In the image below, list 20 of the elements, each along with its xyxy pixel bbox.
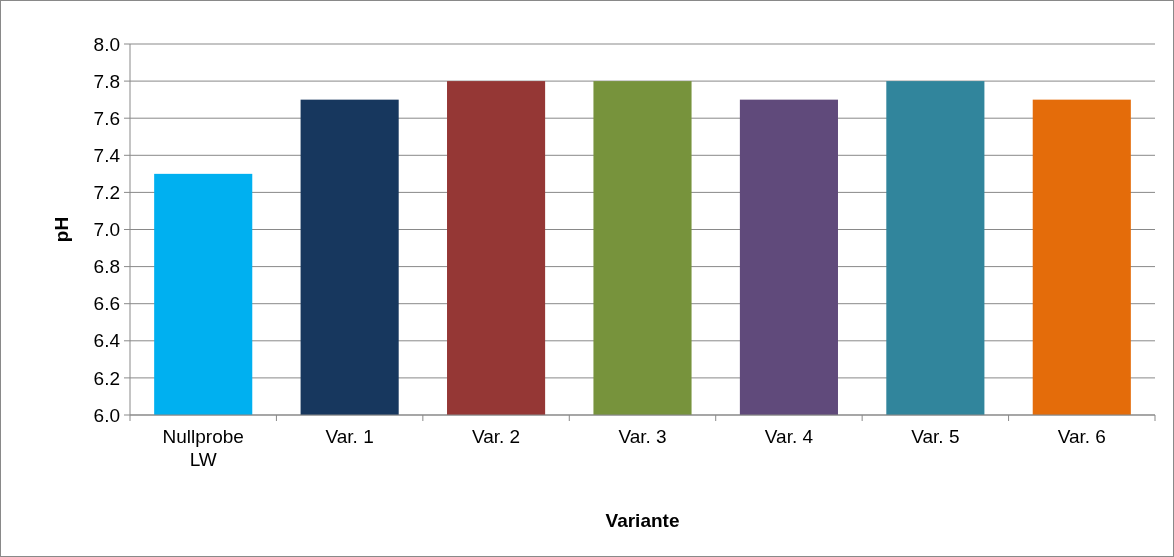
y-tick-label: 6.6 bbox=[93, 293, 120, 315]
y-tick-label: 6.4 bbox=[93, 330, 121, 352]
y-axis-title: pH bbox=[51, 216, 72, 243]
x-tick-label: Var. 6 bbox=[1057, 426, 1106, 447]
x-tick-label: Var. 5 bbox=[911, 426, 960, 447]
y-tick-label: 7.6 bbox=[93, 107, 120, 129]
y-tick-label: 7.0 bbox=[93, 219, 120, 241]
x-tick-label: Var. 1 bbox=[325, 426, 374, 447]
y-tick-label: 6.8 bbox=[93, 256, 120, 278]
x-tick-label: Var. 2 bbox=[471, 426, 521, 447]
x-tick-label: Nullprobe LW bbox=[162, 426, 244, 470]
x-tick-label: Var. 4 bbox=[764, 426, 814, 447]
y-tick-label: 7.4 bbox=[93, 144, 121, 166]
x-tick-label: Var. 3 bbox=[618, 426, 667, 447]
y-tick-label: 8.0 bbox=[93, 33, 120, 55]
y-tick-label: 7.8 bbox=[93, 70, 120, 92]
y-tick-label: 7.2 bbox=[93, 182, 120, 204]
y-tick-label: 6.0 bbox=[93, 404, 120, 426]
y-tick-label: 6.2 bbox=[93, 367, 120, 389]
x-axis-title: Variante bbox=[605, 510, 680, 531]
